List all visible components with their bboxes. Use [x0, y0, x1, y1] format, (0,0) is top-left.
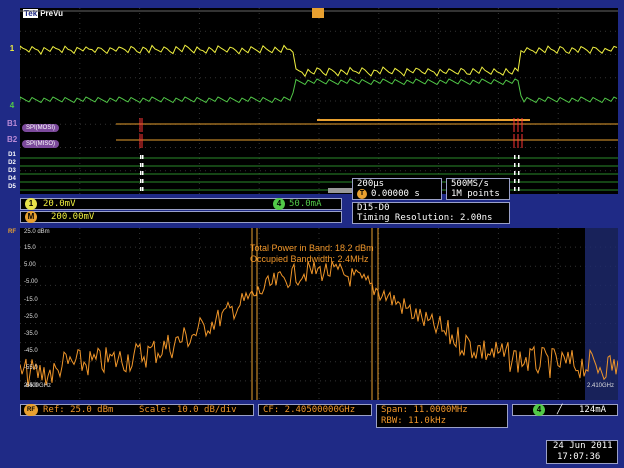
- ch1-readout[interactable]: 1 20.0mV 4 50.0mA: [20, 198, 342, 210]
- tek-logo: Tek: [23, 9, 39, 18]
- y-axis-label: 5.00: [24, 262, 36, 269]
- trigger-source-badge: 4: [533, 404, 545, 416]
- digital-edge: [518, 179, 520, 183]
- trigger-level: 124mA: [579, 405, 607, 415]
- date: 24 Jun 2011: [553, 441, 613, 451]
- y-axis-label: -35.0: [24, 331, 38, 337]
- digital-edge: [142, 155, 144, 159]
- digital-edge: [140, 155, 142, 159]
- rbw: RBW: 11.0kHz: [381, 416, 447, 426]
- ch1-marker[interactable]: 1: [9, 44, 15, 53]
- y-axis-label: -5.00: [24, 279, 38, 286]
- timing-resolution: Timing Resolution: 2.00ns: [357, 213, 493, 223]
- rf-readout[interactable]: RF Ref: 25.0 dBm Scale: 10.0 dB/div: [20, 404, 254, 416]
- stop-freq: 2.410GHz: [586, 383, 614, 389]
- digital-edge: [140, 179, 142, 183]
- digital-edge: [142, 179, 144, 183]
- digital-marker-5[interactable]: D5: [8, 184, 16, 190]
- ref-level: Ref: 25.0 dBm: [43, 405, 114, 415]
- vertical-scale: Scale: 10.0 dB/div: [139, 405, 237, 415]
- ch4-badge: 4: [273, 198, 285, 210]
- ch1-badge: 1: [25, 198, 37, 210]
- bus-label-mosi: SPI(MOSI): [22, 124, 60, 132]
- digital-edge: [140, 187, 142, 191]
- time-domain-waveforms: [20, 8, 618, 194]
- time-domain-display: Tek PreVu SPI(MOSI) SPI(MISO): [20, 8, 618, 194]
- math-badge: M: [25, 211, 37, 223]
- digital-edge: [518, 171, 520, 175]
- digital-edge: [140, 171, 142, 175]
- cf-readout[interactable]: CF: 2.40500000GHz: [258, 404, 372, 416]
- spectrum-graph: [20, 228, 618, 400]
- sample-rate: 500MS/s: [451, 179, 489, 189]
- bus2-marker[interactable]: B2: [7, 135, 18, 144]
- digital-edge: [514, 171, 516, 175]
- math-readout[interactable]: M 200.00mV: [20, 211, 342, 223]
- ch4-waveform: [20, 78, 618, 104]
- trigger-readout[interactable]: 4 ╱ 124mA: [512, 404, 618, 416]
- brand-header: Tek PreVu: [23, 9, 63, 18]
- trigger-slope-icon: ╱: [557, 405, 563, 415]
- digital-edge: [514, 179, 516, 183]
- digital-edge: [514, 187, 516, 191]
- digital-edge: [142, 163, 144, 167]
- y-axis-label: -25.0: [24, 313, 38, 320]
- digital-readout[interactable]: D15-D0 Timing Resolution: 2.00ns: [352, 202, 510, 224]
- zoom-indicator: [328, 188, 352, 193]
- digital-edge: [514, 163, 516, 167]
- digital-marker-2[interactable]: D2: [8, 160, 16, 166]
- ch4-scale: 50.0mA: [289, 199, 322, 209]
- ch1-scale: 20.0mV: [43, 199, 76, 209]
- digital-edge: [514, 155, 516, 159]
- y-axis-label: -55.0: [24, 365, 38, 372]
- rf-badge: RF: [24, 404, 38, 416]
- ch4-marker[interactable]: 4: [9, 101, 15, 110]
- y-axis-label: -15.0: [24, 296, 38, 303]
- spectrum-display: 25.0 dBm 2.400GHz 2.410GHz Total Power i…: [20, 228, 618, 400]
- digital-edge: [140, 163, 142, 167]
- span-readout[interactable]: Span: 11.0000MHz RBW: 11.0kHz: [376, 404, 508, 428]
- spectrum-trace: [20, 261, 618, 388]
- occupied-bandwidth: Occupied Bandwidth: 2.4MHz: [250, 254, 369, 264]
- digital-marker-4[interactable]: D4: [8, 176, 16, 182]
- digital-marker-1[interactable]: D1: [8, 152, 16, 158]
- prevu-label: PreVu: [40, 9, 64, 18]
- bus-label-miso: SPI(MISO): [22, 140, 60, 148]
- time: 17:07:36: [557, 452, 601, 462]
- bus1-marker[interactable]: B1: [7, 119, 18, 128]
- span: Span: 11.0000MHz: [381, 405, 468, 415]
- digital-channels: D15-D0: [357, 203, 390, 213]
- digital-edge: [518, 187, 520, 191]
- ref-level-label: 25.0 dBm: [24, 229, 50, 235]
- center-frequency: CF: 2.40500000GHz: [263, 405, 356, 415]
- math-scale: 200.00mV: [51, 212, 95, 222]
- trigger-t-marker: [312, 8, 324, 18]
- total-power: Total Power in Band: 18.2 dBm: [250, 243, 374, 253]
- digital-edge: [518, 155, 520, 159]
- digital-edge: [142, 171, 144, 175]
- y-axis-label: -45.0: [24, 348, 38, 355]
- acquisition-readout[interactable]: 500MS/s 1M points: [446, 178, 510, 200]
- record-length: 1M points: [451, 189, 500, 199]
- trigger-pos-icon: T: [357, 189, 367, 199]
- ch1-waveform: [20, 44, 618, 78]
- y-axis-label: -65.0: [24, 382, 38, 389]
- date-time: 24 Jun 2011 17:07:36: [546, 440, 618, 464]
- digital-edge: [518, 163, 520, 167]
- timebase-readout[interactable]: 200µs T 0.00000 s: [352, 178, 442, 200]
- time-scale: 200µs: [357, 179, 385, 189]
- right-shade: [585, 228, 618, 400]
- rf-side-marker: RF: [8, 229, 16, 235]
- digital-marker-3[interactable]: D3: [8, 168, 16, 174]
- start-freq: 2.400GHz: [24, 383, 52, 389]
- trigger-position: 0.00000 s: [371, 189, 420, 199]
- digital-edge: [142, 187, 144, 191]
- y-axis-label: 15.0: [24, 245, 36, 251]
